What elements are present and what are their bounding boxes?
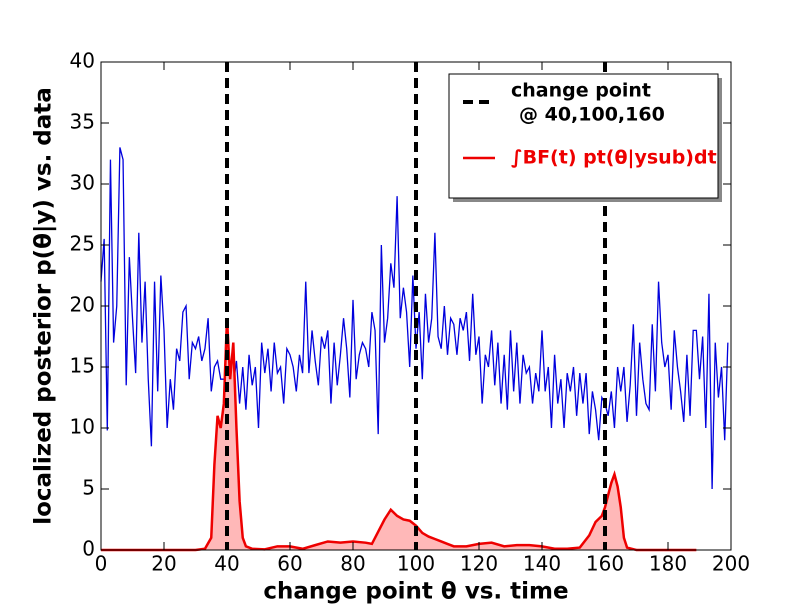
- legend-label: ∫BF(t) pt(θ|ysub)dt: [511, 147, 717, 169]
- area: [101, 318, 697, 550]
- y-tick-label: 15: [70, 354, 95, 378]
- y-axis-label: localized posterior p(θ|y) vs. data: [31, 87, 57, 525]
- x-tick-label: 0: [95, 552, 108, 576]
- y-tick-label: 5: [82, 476, 95, 500]
- x-tick-label: 120: [460, 552, 498, 576]
- y-tick-label: 0: [82, 537, 95, 561]
- x-tick-label: 100: [397, 552, 435, 576]
- legend: [448, 73, 719, 199]
- x-tick-label: 160: [586, 552, 624, 576]
- legend-label: change point: [511, 80, 651, 102]
- line: [100, 147, 729, 490]
- y-tick-label: 40: [70, 49, 95, 73]
- x-tick-label: 40: [214, 552, 239, 576]
- x-tick-label: 140: [523, 552, 561, 576]
- x-tick-label: 200: [712, 552, 750, 576]
- y-tick-label: 25: [70, 232, 95, 256]
- y-tick-label: 30: [70, 171, 95, 195]
- y-tick-label: 35: [70, 110, 95, 134]
- y-tick-label: 20: [70, 293, 95, 317]
- y-tick-label: 10: [70, 415, 95, 439]
- line: [101, 318, 697, 552]
- legend-label: @ 40,100,160: [519, 104, 665, 126]
- x-tick-label: 80: [340, 552, 365, 576]
- x-axis-label: change point θ vs. time: [263, 579, 568, 605]
- x-tick-label: 20: [151, 552, 176, 576]
- x-tick-label: 60: [277, 552, 302, 576]
- x-tick-label: 180: [649, 552, 687, 576]
